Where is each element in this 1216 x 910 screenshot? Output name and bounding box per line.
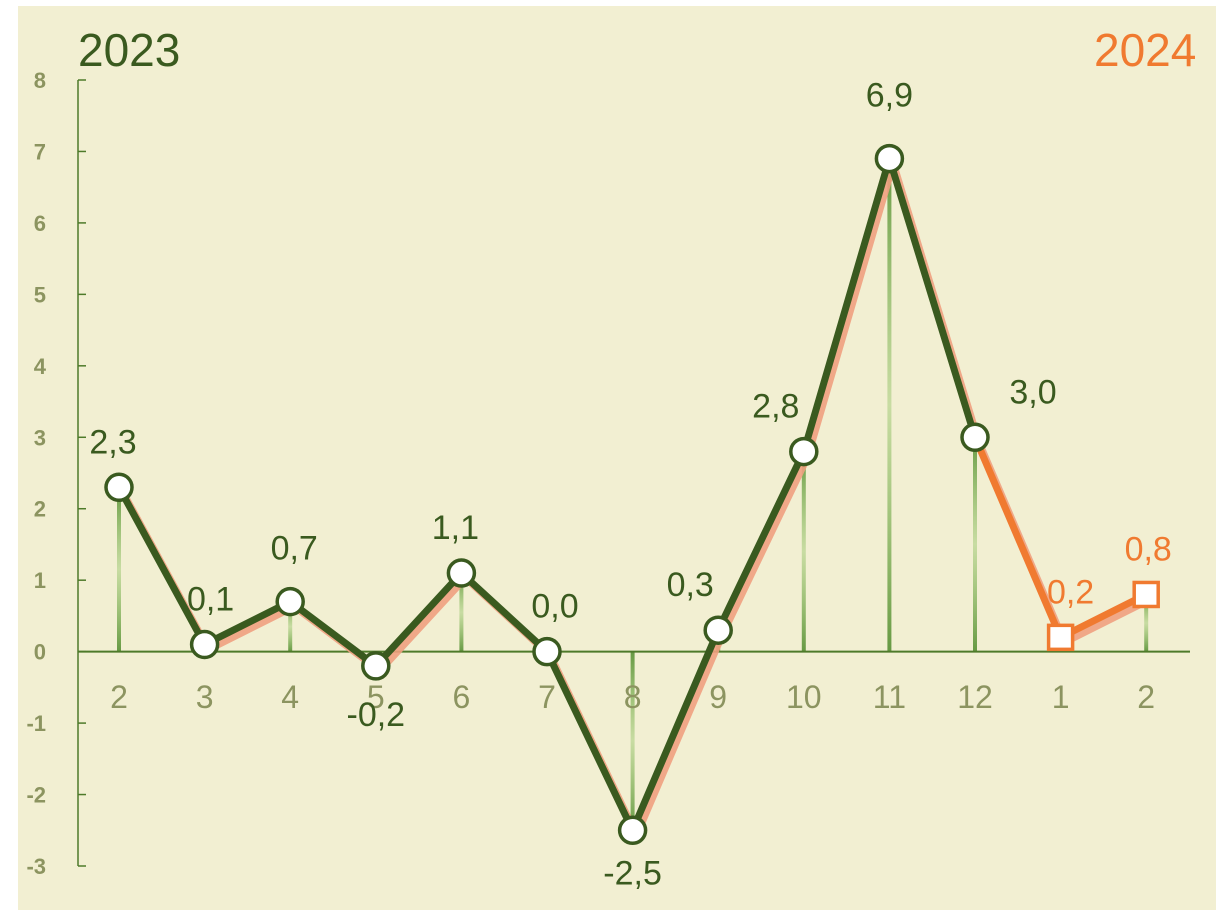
data-point-marker: [617, 815, 648, 846]
y-tick-label: 4: [34, 354, 47, 379]
data-label: 0,2: [1047, 573, 1094, 611]
data-point-marker: [361, 651, 391, 681]
x-tick-label: 8: [624, 679, 642, 715]
data-point-marker: [1046, 623, 1075, 652]
data-point-marker: [874, 143, 905, 174]
data-point-marker: [189, 629, 220, 660]
y-tick-label: 6: [34, 211, 46, 236]
data-point-marker: [703, 615, 733, 645]
data-label: 0,3: [667, 566, 714, 604]
y-tick-label: 7: [34, 139, 46, 164]
drop-line: [117, 487, 121, 652]
x-tick-label: 2: [110, 679, 128, 715]
year-label-2023: 2023: [78, 24, 180, 76]
drop-line: [459, 573, 464, 652]
year-label-2024: 2024: [1094, 24, 1196, 76]
y-tick-label: 1: [34, 568, 46, 593]
drop-line: [288, 601, 293, 652]
drop-line: [1144, 594, 1149, 652]
data-label: -2,5: [603, 854, 662, 892]
data-labels: 2,3 0,1 0,7 -0,2 1,1 0,0 -2,5 0,3 2,8 6,9 3,0 0,2 0,…: [89, 77, 1171, 893]
data-label: 3,0: [1009, 373, 1056, 411]
data-point-marker: [1132, 580, 1160, 609]
y-tick-label: 2: [34, 497, 46, 522]
data-point-marker: [275, 586, 305, 617]
data-point-marker: [960, 422, 990, 453]
x-tick-label: 7: [538, 679, 556, 715]
y-axis: -3 -2 -1 0 1 2 3 4 5 6 7 8: [26, 68, 86, 879]
x-tick-label: 4: [281, 679, 299, 715]
y-tick-label: -1: [26, 711, 46, 736]
x-tick-label: 9: [709, 679, 727, 715]
data-label: 1,1: [432, 509, 479, 547]
data-label: 2,3: [89, 423, 136, 461]
data-label: -0,2: [347, 696, 406, 734]
x-tick-label: 10: [786, 679, 822, 715]
x-tick-label: 12: [957, 679, 993, 715]
data-label: 2,8: [752, 388, 799, 426]
data-point-marker: [532, 636, 562, 667]
x-tick-label: 6: [453, 679, 471, 715]
y-tick-label: -2: [26, 783, 46, 808]
y-tick-label: -3: [26, 854, 46, 879]
drop-line: [630, 651, 635, 831]
data-label: 0,0: [531, 588, 578, 626]
y-tick-label: 5: [34, 282, 46, 307]
drop-line: [973, 437, 977, 652]
data-label: 6,9: [866, 77, 913, 115]
data-point-marker: [104, 472, 134, 503]
x-tick-label: 1: [1052, 679, 1070, 715]
data-point-marker: [789, 436, 819, 467]
y-tick-label: 8: [34, 68, 46, 93]
chart-background: [18, 6, 1216, 910]
drop-line: [887, 158, 892, 652]
x-axis: 2 3 4 5 6 7 8 9 10 11 12 1 2: [78, 650, 1190, 715]
data-label: 0,8: [1125, 530, 1172, 568]
data-label: 0,7: [271, 530, 318, 568]
x-tick-label: 11: [873, 679, 906, 715]
x-tick-label: 3: [196, 679, 214, 715]
drop-line: [801, 451, 806, 652]
x-tick-label: 5: [367, 679, 385, 715]
data-point-marker: [446, 558, 477, 588]
data-points: [104, 143, 1160, 846]
x-tick-label: 2: [1137, 679, 1155, 715]
data-label: 0,1: [187, 580, 234, 618]
y-tick-label: 0: [34, 640, 46, 665]
y-tick-label: 3: [34, 425, 46, 450]
